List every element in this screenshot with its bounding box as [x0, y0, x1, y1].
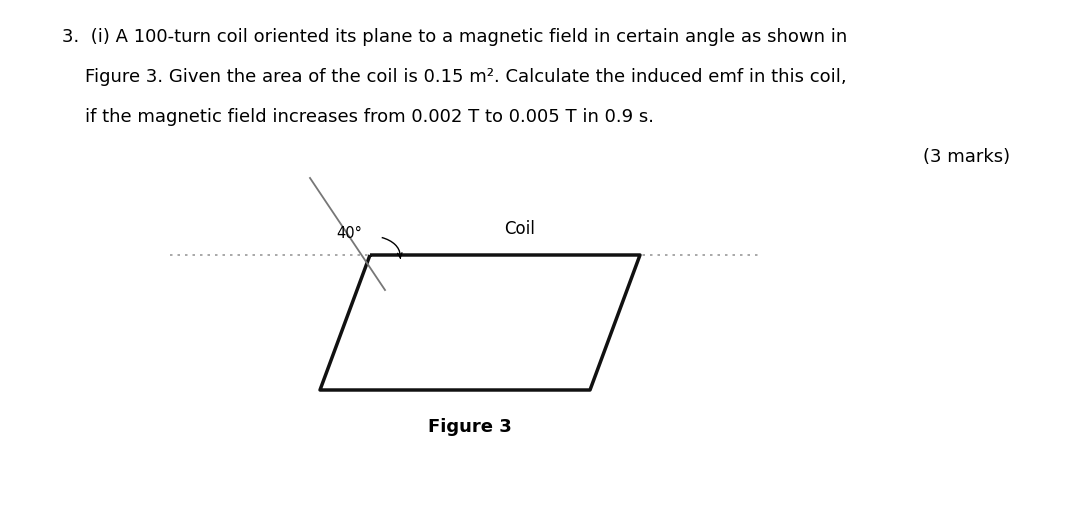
Text: (3 marks): (3 marks)	[923, 148, 1010, 166]
Text: 40°: 40°	[337, 226, 362, 241]
Text: 3.  (i) A 100-turn coil oriented its plane to a magnetic field in certain angle : 3. (i) A 100-turn coil oriented its plan…	[62, 28, 847, 46]
Text: Figure 3. Given the area of the coil is 0.15 m². Calculate the induced emf in th: Figure 3. Given the area of the coil is …	[62, 68, 847, 86]
Text: Figure 3: Figure 3	[428, 418, 511, 436]
Text: if the magnetic field increases from 0.002 T to 0.005 T in 0.9 s.: if the magnetic field increases from 0.0…	[62, 108, 654, 126]
Text: Coil: Coil	[505, 220, 535, 238]
